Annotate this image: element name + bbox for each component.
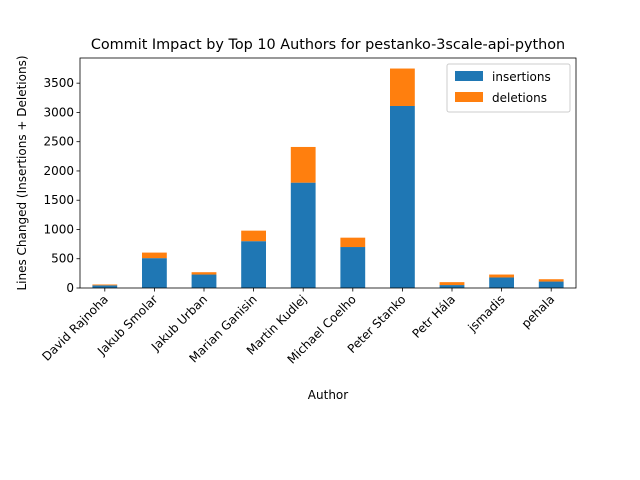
y-tick-label-4: 2000	[43, 164, 74, 178]
bar-insertions-4	[290, 182, 316, 288]
legend-label-deletions: deletions	[492, 91, 547, 105]
bar-insertions-5	[340, 247, 366, 288]
bar-deletions-2	[191, 272, 217, 275]
bar-deletions-3	[241, 230, 266, 242]
bar-insertions-2	[191, 274, 217, 288]
bar-deletions-4	[290, 146, 316, 183]
bar-deletions-0	[92, 284, 118, 286]
bar-insertions-7	[439, 285, 465, 288]
y-axis: 0 500 1000 1500 2000 2500 3000 3500	[43, 76, 80, 295]
bar-deletions-8	[489, 274, 514, 278]
x-tick-label-7: Petr Hála	[410, 292, 459, 341]
x-tick-label-8: jsmadis	[465, 292, 508, 335]
bar-deletions-5	[340, 237, 366, 248]
plot-frame	[79, 57, 577, 289]
chart-title: Commit Impact by Top 10 Authors for pest…	[91, 37, 565, 53]
y-tick-label-6: 3000	[43, 105, 74, 119]
y-tick-label-1: 500	[51, 252, 74, 266]
bar-insertions-6	[390, 105, 415, 288]
legend-label-insertions: insertions	[492, 70, 551, 84]
bar-deletions-9	[538, 279, 564, 282]
bars-group	[92, 68, 564, 288]
y-axis-label: Lines Changed (Insertions + Deletions)	[15, 55, 29, 290]
y-tick-label-2: 1000	[43, 222, 74, 236]
bar-deletions-7	[439, 282, 465, 286]
bar-insertions-3	[241, 241, 266, 288]
bar-insertions-1	[142, 258, 167, 288]
legend: insertions deletions	[446, 63, 571, 113]
y-tick-label-7: 3500	[43, 76, 74, 90]
x-axis-label: Author	[308, 388, 348, 402]
y-tick-label-5: 2500	[43, 135, 74, 149]
x-tick-label-9: pehala	[519, 292, 558, 331]
bar-insertions-8	[489, 277, 514, 288]
bar-insertions-9	[538, 281, 564, 288]
legend-swatch-insertions	[455, 71, 483, 81]
bar-insertions-0	[92, 285, 118, 288]
bar-deletions-1	[142, 252, 167, 259]
y-tick-label-3: 1500	[43, 193, 74, 207]
y-tick-label-0: 0	[66, 281, 74, 295]
legend-swatch-deletions	[455, 92, 483, 102]
bar-deletions-6	[390, 68, 415, 106]
